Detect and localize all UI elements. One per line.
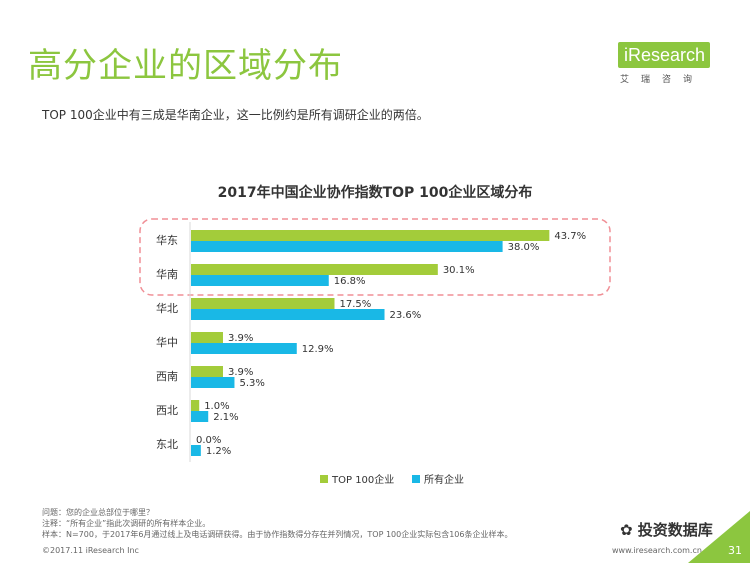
bar-1-2 xyxy=(191,309,385,320)
data-label-0-4: 3.9% xyxy=(228,367,253,378)
note-sample: 样本：N=700，于2017年6月通过线上及电话调研获得。由于协作指数得分存在并… xyxy=(42,530,513,539)
logo-text: iResearch xyxy=(618,42,710,68)
page-title: 高分企业的区域分布 xyxy=(28,46,343,86)
category-label-0: 华东 xyxy=(156,233,178,247)
data-label-0-0: 43.7% xyxy=(554,231,586,242)
page-subtitle: TOP 100企业中有三成是华南企业，这一比例约是所有调研企业的两倍。 xyxy=(42,108,429,122)
bar-1-6 xyxy=(191,445,201,456)
bar-0-4 xyxy=(191,366,223,377)
highlight-box xyxy=(139,218,611,296)
bar-1-0 xyxy=(191,241,503,252)
data-label-1-3: 12.9% xyxy=(302,344,334,355)
iresearch-logo: iResearch 艾瑞咨询 xyxy=(618,42,718,86)
data-label-0-1: 30.1% xyxy=(443,265,475,276)
category-label-5: 西北 xyxy=(156,404,178,417)
data-label-1-1: 16.8% xyxy=(334,276,366,287)
bar-1-3 xyxy=(191,343,297,354)
bar-0-3 xyxy=(191,332,223,343)
data-label-0-5: 1.0% xyxy=(204,401,229,412)
category-label-2: 华北 xyxy=(156,301,178,315)
category-label-3: 华中 xyxy=(156,335,178,349)
bar-0-5 xyxy=(191,400,200,411)
notes: 问题：您的企业总部位于哪里？ 注释：“所有企业”指此次调研的所有样本企业。 样本… xyxy=(42,507,513,540)
data-label-1-6: 1.2% xyxy=(206,446,231,457)
data-label-0-3: 3.9% xyxy=(228,333,253,344)
logo-subtext: 艾瑞咨询 xyxy=(620,75,705,85)
category-label-1: 华南 xyxy=(156,267,178,281)
bar-0-1 xyxy=(191,264,438,275)
page-number: 31 xyxy=(728,544,742,557)
chart-title: 2017年中国企业协作指数TOP 100企业区域分布 xyxy=(217,185,533,201)
category-label-4: 西南 xyxy=(156,370,178,383)
bar-0-2 xyxy=(191,298,335,309)
legend-swatch-0 xyxy=(320,475,328,483)
page-corner-decoration xyxy=(688,511,750,563)
note-question: 问题：您的企业总部位于哪里？ xyxy=(42,508,154,517)
legend-label-0: TOP 100企业 xyxy=(331,473,394,486)
legend-label-1: 所有企业 xyxy=(424,473,464,486)
data-label-1-5: 2.1% xyxy=(213,412,238,423)
data-label-1-4: 5.3% xyxy=(239,378,264,389)
bar-0-0 xyxy=(191,230,550,241)
bar-1-4 xyxy=(191,377,235,388)
note-comment: 注释：“所有企业”指此次调研的所有样本企业。 xyxy=(42,519,211,528)
copyright: ©2017.11 iResearch Inc xyxy=(42,546,139,555)
data-label-1-0: 38.0% xyxy=(508,242,540,253)
legend-swatch-1 xyxy=(412,475,420,483)
bar-1-1 xyxy=(191,275,329,286)
category-label-6: 东北 xyxy=(156,438,178,451)
website-link: www.iresearch.com.cn xyxy=(612,546,702,555)
data-label-0-2: 17.5% xyxy=(340,299,372,310)
data-label-0-6: 0.0% xyxy=(196,435,221,446)
bar-1-5 xyxy=(191,411,209,422)
data-label-1-2: 23.6% xyxy=(390,310,422,321)
wechat-icon: ✿ xyxy=(620,521,638,539)
